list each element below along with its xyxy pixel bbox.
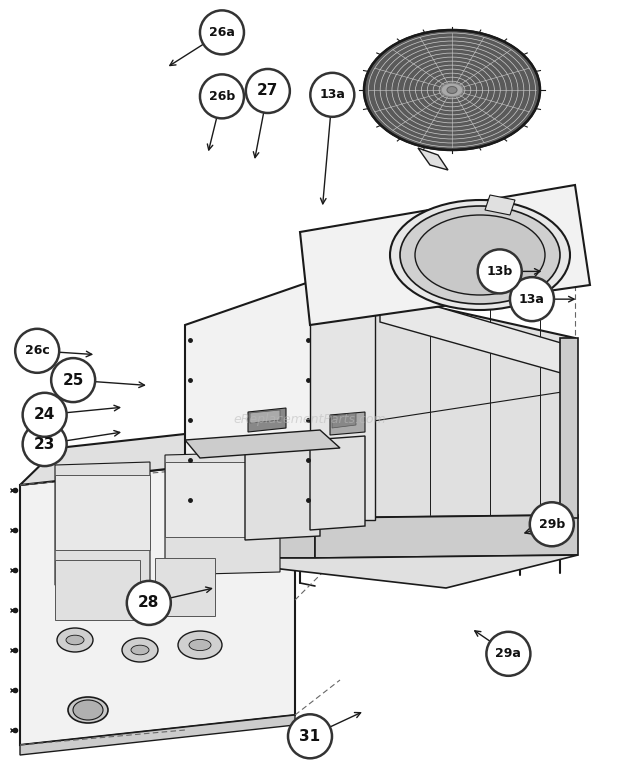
Text: 26c: 26c xyxy=(25,345,50,357)
Polygon shape xyxy=(250,410,280,423)
Circle shape xyxy=(51,358,95,402)
Circle shape xyxy=(478,249,521,294)
Circle shape xyxy=(246,69,290,113)
Ellipse shape xyxy=(364,30,540,150)
Text: 24: 24 xyxy=(34,407,55,423)
Polygon shape xyxy=(20,455,295,745)
Ellipse shape xyxy=(447,86,457,93)
Ellipse shape xyxy=(131,645,149,655)
Circle shape xyxy=(16,328,59,373)
Text: 27: 27 xyxy=(257,83,278,99)
Polygon shape xyxy=(315,515,578,558)
Text: 29a: 29a xyxy=(495,648,521,660)
Polygon shape xyxy=(20,418,330,485)
Text: 28: 28 xyxy=(138,595,159,611)
Polygon shape xyxy=(380,290,568,375)
Circle shape xyxy=(23,392,66,437)
Polygon shape xyxy=(245,446,320,540)
Polygon shape xyxy=(485,195,515,215)
Polygon shape xyxy=(185,518,315,558)
Polygon shape xyxy=(55,462,150,585)
Circle shape xyxy=(23,422,66,466)
Text: 29b: 29b xyxy=(539,518,565,530)
Polygon shape xyxy=(165,462,280,537)
Polygon shape xyxy=(248,408,286,432)
Ellipse shape xyxy=(400,206,560,304)
Ellipse shape xyxy=(441,83,463,97)
Polygon shape xyxy=(20,715,295,755)
Text: 25: 25 xyxy=(63,372,84,388)
Circle shape xyxy=(510,277,554,322)
Polygon shape xyxy=(310,436,365,530)
Circle shape xyxy=(288,714,332,759)
Polygon shape xyxy=(332,413,356,428)
Text: 13a: 13a xyxy=(519,293,545,305)
Ellipse shape xyxy=(122,638,158,662)
Ellipse shape xyxy=(415,215,545,295)
Polygon shape xyxy=(185,280,315,558)
Polygon shape xyxy=(418,148,448,170)
Circle shape xyxy=(127,581,170,625)
Ellipse shape xyxy=(68,697,108,723)
Text: 26b: 26b xyxy=(209,90,235,103)
Polygon shape xyxy=(315,280,575,518)
Ellipse shape xyxy=(189,639,211,651)
Text: 26a: 26a xyxy=(209,26,235,39)
Polygon shape xyxy=(55,475,150,550)
Circle shape xyxy=(200,74,244,119)
Polygon shape xyxy=(330,412,365,435)
Polygon shape xyxy=(185,430,340,458)
Circle shape xyxy=(311,72,354,117)
Text: 31: 31 xyxy=(299,729,321,744)
Polygon shape xyxy=(300,185,590,325)
Polygon shape xyxy=(562,338,575,512)
Polygon shape xyxy=(165,452,280,575)
Ellipse shape xyxy=(66,635,84,645)
Circle shape xyxy=(487,631,530,676)
Polygon shape xyxy=(185,555,578,588)
Text: 13a: 13a xyxy=(319,89,345,101)
Polygon shape xyxy=(55,560,140,620)
Circle shape xyxy=(530,502,574,547)
Polygon shape xyxy=(310,285,375,520)
Ellipse shape xyxy=(73,700,103,720)
Text: eReplacementParts.com: eReplacementParts.com xyxy=(234,413,386,426)
Ellipse shape xyxy=(390,200,570,310)
Circle shape xyxy=(200,10,244,55)
Text: 13b: 13b xyxy=(487,265,513,278)
Ellipse shape xyxy=(57,628,93,652)
Polygon shape xyxy=(155,558,215,616)
Ellipse shape xyxy=(178,631,222,659)
Text: 23: 23 xyxy=(34,436,55,452)
Polygon shape xyxy=(560,338,578,518)
